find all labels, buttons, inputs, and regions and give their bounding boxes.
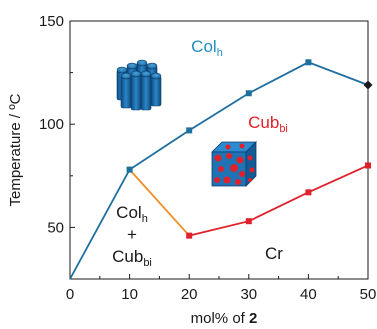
series-2-line (128, 169, 190, 237)
region-label-cubbi: Cubbi (248, 113, 288, 135)
series-0-point (305, 59, 312, 66)
series-1-point (305, 189, 312, 196)
series-0-line (69, 61, 369, 280)
x-tick-label: 50 (360, 286, 377, 303)
x-tick-label: 40 (300, 286, 317, 303)
region-label-cr: Cr (265, 244, 283, 263)
series-1-point (186, 232, 193, 239)
series-1-point (365, 162, 371, 169)
bicontinuous-cubic-illustration (211, 141, 257, 187)
region-label-mix-line: + (127, 225, 137, 244)
series-1-line (188, 164, 369, 237)
columnar-hexagonal-illustration (116, 59, 162, 111)
x-tick-label: 0 (66, 286, 74, 303)
region-label-mix-line: Colh (116, 203, 148, 225)
region-label-colh: Colh (191, 37, 223, 59)
series-0-point (245, 90, 252, 97)
series-0-point (126, 166, 133, 173)
series-1-point (245, 218, 252, 225)
x-tick-label: 10 (121, 286, 138, 303)
y-axis-title: Temperature / ºC (7, 93, 24, 206)
x-axis-title: mol% of 2 (191, 310, 258, 327)
special-diamond-point (363, 80, 373, 90)
y-tick-label: 100 (39, 116, 64, 133)
series-0-point (186, 127, 193, 134)
x-tick-label: 30 (240, 286, 257, 303)
x-tick-label: 20 (181, 286, 198, 303)
y-tick-label: 50 (47, 219, 64, 236)
y-tick-label: 150 (39, 13, 64, 30)
region-label-mix-line: Cubbi (112, 247, 152, 269)
